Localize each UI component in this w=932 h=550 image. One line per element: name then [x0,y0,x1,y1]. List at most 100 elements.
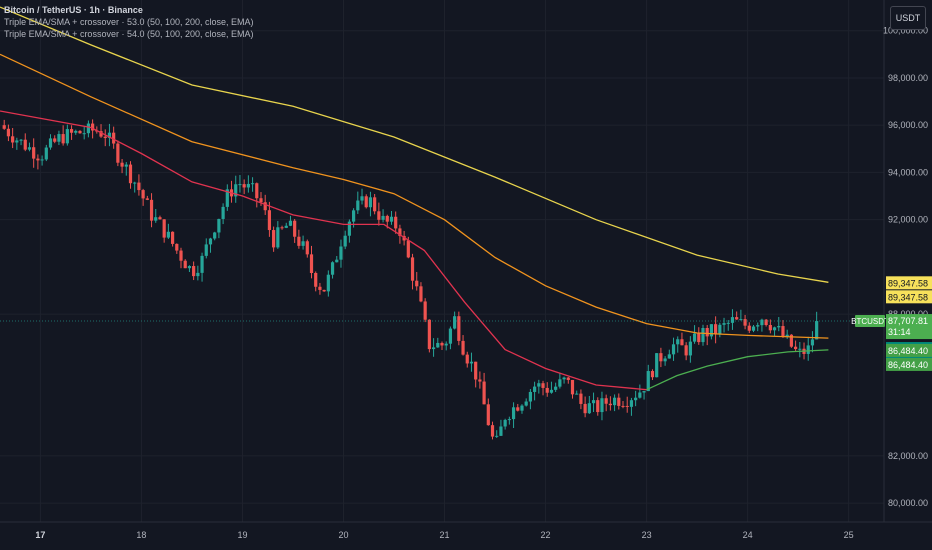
candle-down [402,235,406,241]
candle-down [794,346,798,350]
candle-up [288,220,293,226]
candle-down [263,202,267,211]
candle-up [330,262,335,275]
candle-up [676,339,680,345]
candle-down [714,324,718,335]
candle-up [276,227,280,248]
candle-down [583,403,587,414]
candle-down [158,217,162,220]
candle-down [570,379,575,395]
candle-up [798,348,802,350]
candle-up [537,383,541,387]
candle-up [638,392,642,398]
candle-down [621,405,625,407]
candle-up [507,419,511,421]
candle-down [149,199,154,221]
candle-down [625,405,629,407]
candle-down [23,139,27,150]
candle-up [19,139,23,141]
candle-down [490,425,495,437]
candle-up [756,325,760,327]
candle-up [709,324,714,337]
y-tick-label: 82,000.00 [888,451,928,461]
candle-down [305,241,309,255]
candle-down [486,404,490,426]
candle-up [360,196,364,201]
chart-legend: Bitcoin / TetherUS · 1h · Binance Triple… [4,4,254,40]
candle-up [444,343,448,346]
candle-down [91,123,95,131]
candle-up [726,322,730,324]
candle-up [760,319,764,326]
candle-up [57,134,61,142]
candle-down [566,377,570,380]
candle-down [398,228,402,236]
candle-down [440,342,444,346]
candle-down [78,130,82,134]
candle-up [575,393,579,395]
candle-down [309,254,314,273]
candle-down [32,147,36,159]
candle-up [730,317,735,323]
candle-down [36,158,40,161]
candle-down [604,398,608,404]
candle-down [465,354,469,364]
candle-up [250,183,255,185]
candle-down [162,219,166,238]
symbol-title[interactable]: Bitcoin / TetherUS · 1h · Binance [4,5,143,15]
candle-up [634,397,638,401]
candle-down [427,319,431,350]
candle-up [196,272,200,277]
candle-down [457,316,461,341]
candle-down [516,407,520,411]
candle-down [596,400,600,413]
candle-up [591,400,596,404]
candle-up [347,221,351,236]
ema-price-label [886,290,932,304]
candle-down [255,183,259,199]
candle-up [238,184,242,186]
x-tick-label: 18 [136,530,146,540]
candle-up [612,397,617,406]
candle-down [373,197,377,212]
candle-down [6,128,11,137]
candle-up [74,130,78,133]
candle-up [436,342,440,348]
candle-up [284,225,288,228]
candle-up [520,405,524,411]
candle-up [533,386,537,392]
ema-100-line [0,53,829,339]
candle-up [221,206,225,219]
candle-up [368,197,373,208]
ema-price-text: 86,484.40 [888,360,928,370]
candle-up [751,326,756,331]
candle-up [554,386,558,390]
indicator-legend-2[interactable]: Triple EMA/SMA + crossover · 54.0 (50, 1… [4,29,254,39]
candle-down [53,138,57,142]
candle-up [154,217,158,221]
candle-down [419,286,423,302]
candle-down [103,136,107,139]
candle-down [141,190,145,199]
candle-up [246,183,250,188]
candle-up [600,398,604,413]
ema-price-text: 89,347.58 [888,278,928,288]
candle-up [339,246,343,260]
y-tick-label: 80,000.00 [888,498,928,508]
candle-down [293,220,297,237]
x-tick-label: 17 [35,530,45,540]
currency-button[interactable]: USDT [890,6,926,30]
candle-down [322,289,326,292]
candle-up [503,419,507,427]
candle-down [423,301,427,320]
indicator-legend-1[interactable]: Triple EMA/SMA + crossover · 53.0 (50, 1… [4,17,254,27]
candle-down [541,383,545,388]
candle-up [499,426,503,436]
x-tick-label: 24 [743,530,753,540]
candle-up [722,323,726,325]
candle-up [15,140,19,143]
candle-up [326,274,330,292]
candle-down [385,215,389,222]
candle-up [431,347,436,350]
